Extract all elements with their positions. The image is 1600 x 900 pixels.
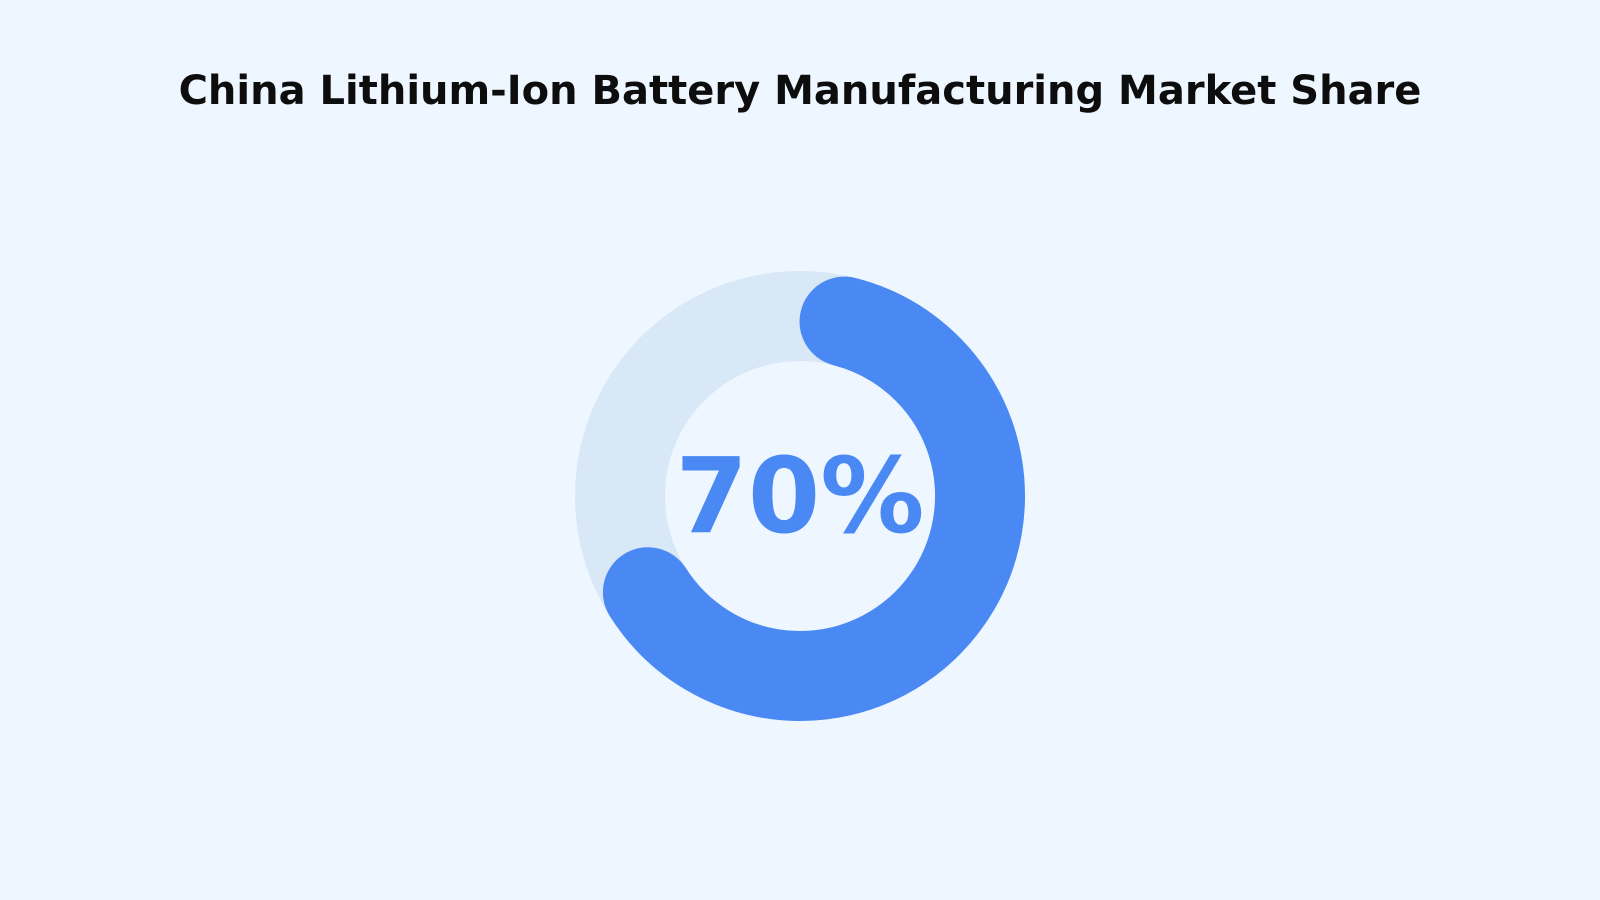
center-label: 70% (676, 435, 925, 557)
progress-arc (602, 276, 1025, 721)
chart-title: China Lithium-Ion Battery Manufacturing … (179, 68, 1422, 114)
